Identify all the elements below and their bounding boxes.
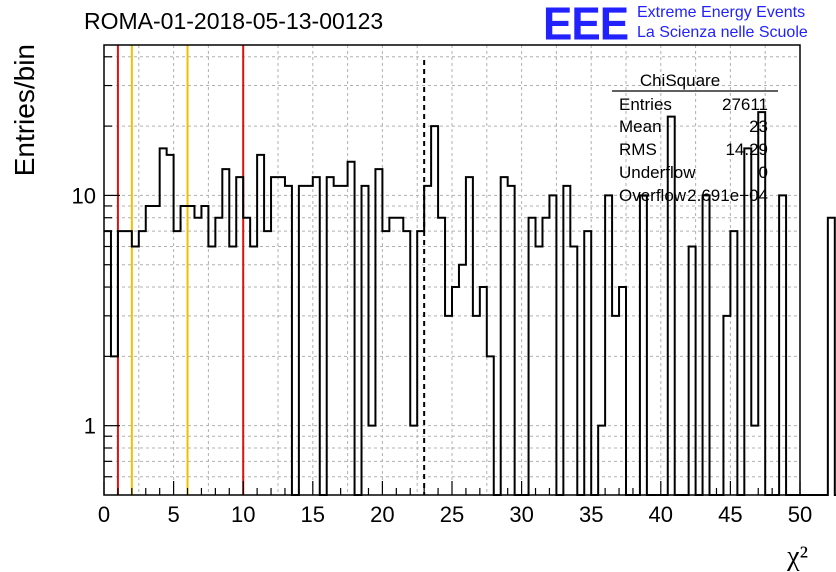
x-tick-label: 20 bbox=[370, 502, 394, 527]
histogram-steps bbox=[104, 111, 836, 496]
y-axis-label: Entries/bin bbox=[9, 44, 40, 176]
x-tick-label: 40 bbox=[649, 502, 673, 527]
stats-label-entries: Entries bbox=[619, 95, 672, 114]
axis-ticks bbox=[103, 56, 801, 495]
x-tick-label: 30 bbox=[509, 502, 533, 527]
logo-line-1: Extreme Energy Events bbox=[637, 4, 806, 21]
eee-logo: EEE bbox=[543, 0, 629, 51]
y-tick-label: 10 bbox=[72, 183, 96, 208]
y-tick-label: 1 bbox=[84, 414, 96, 439]
histogram-series bbox=[104, 111, 836, 496]
x-tick-label: 25 bbox=[440, 502, 464, 527]
x-tick-label: 5 bbox=[167, 502, 179, 527]
run-title: ROMA-01-2018-05-13-00123 bbox=[84, 8, 384, 34]
stats-label-underflow: Underflow bbox=[619, 163, 696, 182]
x-tick-label: 50 bbox=[788, 502, 812, 527]
stats-title: ChiSquare bbox=[640, 71, 720, 90]
stats-value-underflow: 0 bbox=[759, 163, 768, 182]
stats-box: ChiSquare Entries 27611 Mean 23 RMS 14.2… bbox=[612, 71, 778, 205]
x-tick-label: 10 bbox=[231, 502, 255, 527]
stats-value-overflow: 2.691e+04 bbox=[687, 186, 768, 205]
x-tick-labels: 0 5 10 15 20 25 30 35 40 45 50 bbox=[98, 502, 812, 527]
x-axis-label: χ² bbox=[786, 541, 808, 572]
stats-value-rms: 14.29 bbox=[725, 140, 768, 159]
x-tick-label: 15 bbox=[301, 502, 325, 527]
x-tick-label: 0 bbox=[98, 502, 110, 527]
x-tick-label: 45 bbox=[718, 502, 742, 527]
x-tick-label: 35 bbox=[579, 502, 603, 527]
reference-lines bbox=[116, 45, 426, 495]
y-tick-labels: 1 10 bbox=[72, 183, 96, 438]
stats-label-overflow: Overflow bbox=[619, 186, 687, 205]
stats-label-rms: RMS bbox=[619, 140, 657, 159]
stats-label-mean: Mean bbox=[619, 117, 662, 136]
stats-value-entries: 27611 bbox=[722, 95, 768, 114]
stats-value-mean: 23 bbox=[749, 117, 768, 136]
logo-line-2: La Scienza nelle Scuole bbox=[637, 24, 808, 41]
